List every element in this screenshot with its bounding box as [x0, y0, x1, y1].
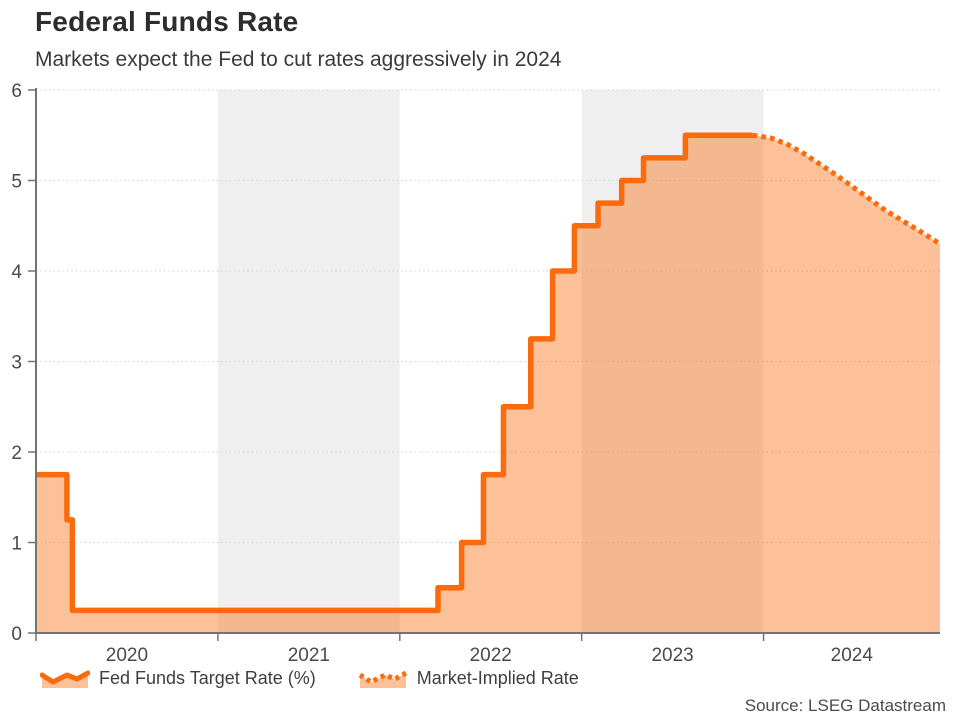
y-tick-label-5: 5 [11, 172, 22, 193]
y-tick-label-4: 4 [11, 262, 22, 283]
legend: Fed Funds Target Rate (%) Market-Implied… [40, 666, 579, 690]
legend-item-implied-rate: Market-Implied Rate [358, 666, 579, 690]
y-tick-label-2: 2 [11, 443, 22, 464]
solid-area-line-icon [40, 670, 90, 688]
y-tick-label-3: 3 [11, 353, 22, 374]
x-tick-label-2021: 2021 [288, 645, 330, 666]
legend-label: Fed Funds Target Rate (%) [99, 667, 316, 688]
y-tick-label-1: 1 [11, 534, 22, 555]
target-rate-line [36, 132, 753, 614]
page-title: Federal Funds Rate [35, 6, 299, 37]
x-tick-label-2020: 2020 [106, 645, 148, 666]
x-tick-label-2022: 2022 [470, 645, 512, 666]
rate-area-fill [36, 135, 940, 633]
year-band-2023 [581, 90, 764, 633]
source-note: Source: LSEG Datastream [744, 696, 946, 715]
y-tick-label-0: 0 [11, 624, 22, 645]
x-tick-label-2024: 2024 [831, 645, 874, 666]
dotted-line-icon [358, 670, 407, 688]
y-tick-label-6: 6 [11, 81, 22, 102]
x-tick-label-2023: 2023 [651, 645, 693, 666]
chart-subtitle: Markets expect the Fed to cut rates aggr… [35, 48, 562, 71]
legend-label: Market-Implied Rate [416, 667, 579, 688]
legend-item-target-rate: Fed Funds Target Rate (%) [40, 666, 316, 690]
market-implied-line [752, 132, 942, 246]
